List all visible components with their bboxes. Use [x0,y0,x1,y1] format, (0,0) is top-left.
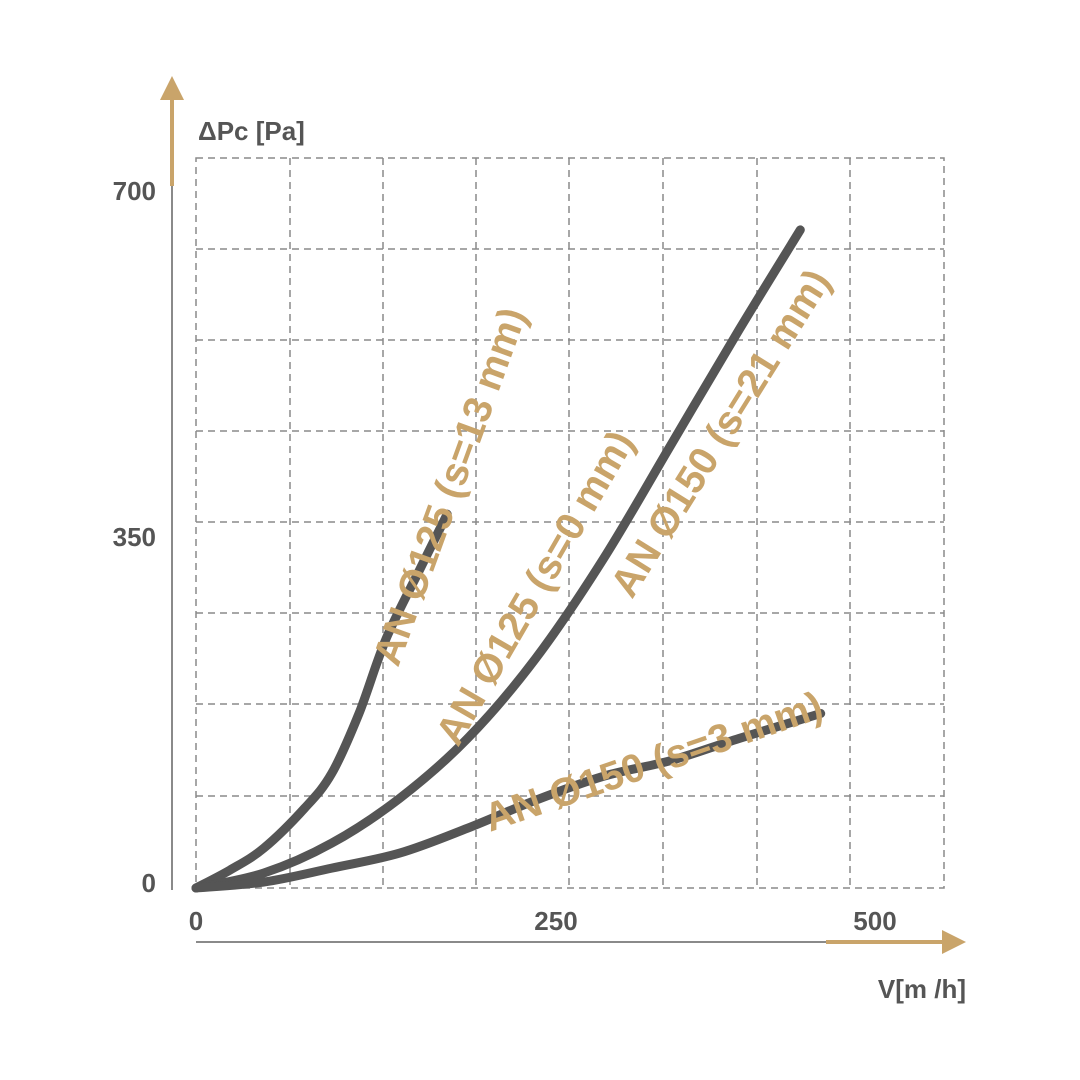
x-tick-label: 500 [853,906,896,936]
series-label: AN Ø150 (s=21 mm) [602,262,839,605]
series-line [191,509,452,893]
series-line [191,225,805,893]
y-tick-label: 350 [113,522,156,552]
series-line [191,709,826,893]
x-axis-arrow-icon [942,930,966,954]
series-label: AN Ø150 (s=3 mm) [479,683,829,840]
x-tick-label: 0 [189,906,203,936]
x-axis-title: V[m /h] [878,974,966,1004]
grid-border [195,157,945,889]
series-curves [191,225,826,893]
y-axis-arrow-icon [160,76,184,100]
y-tick-label: 700 [113,176,156,206]
y-tick-label: 0 [142,868,156,898]
y-axis-title: ΔPc [Pa] [198,116,305,146]
x-tick-label: 250 [534,906,577,936]
